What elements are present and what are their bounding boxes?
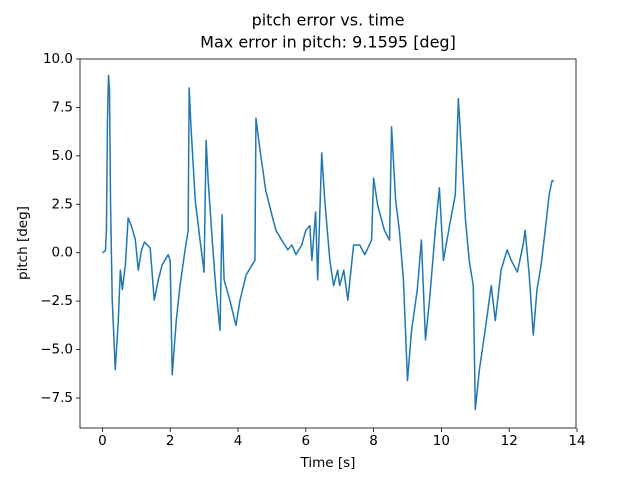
y-tick-label: 10.0	[43, 51, 73, 67]
x-tick-label: 6	[301, 433, 310, 449]
y-tick-label: 7.5	[52, 99, 73, 115]
x-axis-label: Time [s]	[300, 455, 356, 471]
chart-title: pitch error vs. time	[252, 11, 405, 30]
y-tick-label: 2.5	[52, 196, 73, 212]
data-line	[101, 74, 554, 411]
chart-subtitle: Max error in pitch: 9.1595 [deg]	[200, 33, 456, 52]
y-tick-label: −5.0	[40, 342, 73, 358]
x-tick-label: 4	[234, 433, 243, 449]
plot-frame	[79, 58, 577, 429]
y-tick-label: −7.5	[40, 390, 73, 406]
y-tick-label: 5.0	[52, 148, 73, 164]
x-tick-label: 12	[501, 433, 518, 449]
y-tick-label: 0.0	[52, 245, 73, 261]
x-tick-label: 8	[369, 433, 378, 449]
x-tick-label: 0	[98, 433, 107, 449]
x-tick-label: 10	[433, 433, 450, 449]
y-tick-label: −2.5	[40, 293, 73, 309]
y-axis-label: pitch [deg]	[15, 206, 31, 280]
x-tick-label: 14	[568, 433, 585, 449]
x-tick-label: 2	[166, 433, 175, 449]
